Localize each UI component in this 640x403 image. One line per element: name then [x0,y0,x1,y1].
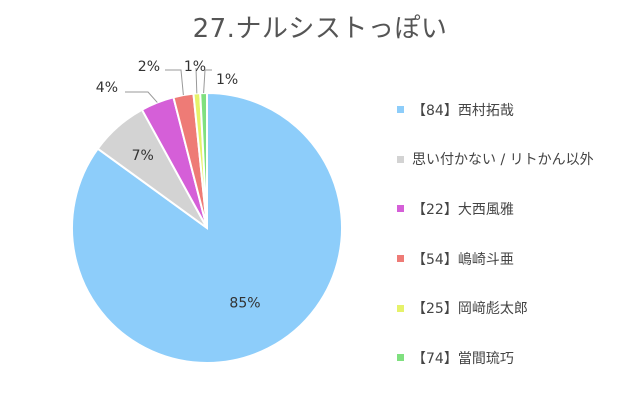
legend-swatch-0 [397,106,404,114]
pie-label-leader [125,91,158,103]
legend-label: 【74】當間琉巧 [412,350,514,367]
legend-swatch-5 [397,354,404,362]
legend-item[interactable]: 【74】當間琉巧 [397,333,594,383]
legend-label: 思い付かない / リトかん以外 [412,152,594,169]
legend: 【84】西村拓哉 思い付かない / リトかん以外 【22】大西風雅 【54】嶋崎… [397,85,594,383]
pie-slice-label: 2% [138,59,160,75]
pie-slice-label: 1% [216,72,238,88]
legend-label: 【25】岡﨑彪太郎 [412,301,528,318]
pie-label-leader [195,67,198,94]
legend-label: 【54】嶋崎斗亜 [412,251,514,268]
pie-slice-label: 85% [229,296,260,312]
pie-slice-label: 7% [132,148,154,164]
legend-item[interactable]: 思い付かない / リトかん以外 [397,135,594,185]
legend-swatch-2 [397,205,404,213]
legend-label: 【22】大西風雅 [412,201,514,218]
pie-label-leader [203,69,212,94]
pie-slice-label: 1% [184,59,206,75]
legend-label: 【84】西村拓哉 [412,102,514,119]
legend-item[interactable]: 【54】嶋崎斗亜 [397,234,594,284]
legend-swatch-1 [397,155,404,163]
legend-item[interactable]: 【22】大西風雅 [397,184,594,234]
pie-slice-label: 4% [96,80,118,96]
legend-item[interactable]: 【84】西村拓哉 [397,85,594,135]
legend-swatch-3 [397,255,404,263]
legend-swatch-4 [397,304,404,312]
legend-item[interactable]: 【25】岡﨑彪太郎 [397,283,594,333]
pie-label-leader [165,69,184,96]
chart-title: 27.ナルシストっぽい [192,14,448,44]
